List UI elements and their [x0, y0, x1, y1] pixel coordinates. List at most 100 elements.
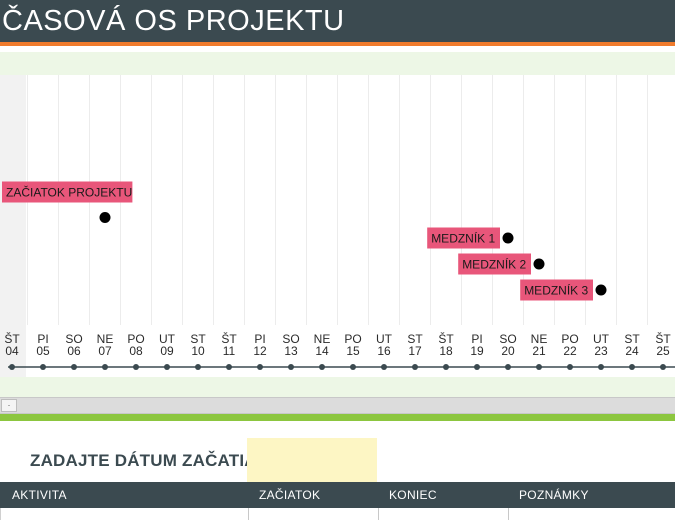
milestone-marker: [502, 232, 514, 244]
timeline-axis-dot: [443, 364, 449, 370]
day-number-label: 13: [284, 344, 298, 358]
cell-end[interactable]: [379, 508, 509, 520]
timeline-axis-dot: [102, 364, 108, 370]
day-number-label: 06: [67, 344, 81, 358]
day-number-label: 07: [98, 344, 112, 358]
day-number-label: 19: [470, 344, 484, 358]
header-accent-line: [0, 42, 675, 46]
timeline-axis-dot: [412, 364, 418, 370]
day-of-week-label: ST: [407, 332, 423, 346]
milestone-marker: [99, 212, 111, 223]
day-of-week-label: PO: [127, 332, 144, 346]
milestone-label: MEDZNÍK 1: [431, 231, 495, 246]
milestone-marker: [595, 284, 607, 296]
timeline-axis-dot: [40, 364, 46, 370]
timeline-scrollbar[interactable]: ·: [0, 397, 675, 414]
milestone-label-box: [2, 181, 133, 203]
day-of-week-label: UT: [159, 332, 176, 346]
day-number-label: 21: [532, 344, 546, 358]
cell-activity[interactable]: [1, 508, 249, 520]
day-of-week-label: SO: [65, 332, 82, 346]
day-number-label: 04: [5, 344, 19, 358]
day-number-label: 24: [625, 344, 639, 358]
day-of-week-label: UT: [593, 332, 610, 346]
day-of-week-label: NE: [97, 332, 114, 346]
page-title: ČASOVÁ OS PROJEKTU: [2, 5, 345, 37]
timeline-top-band: [0, 52, 675, 75]
timeline-axis-dot: [567, 364, 573, 370]
day-number-label: 23: [594, 344, 608, 358]
day-number-label: 14: [315, 344, 329, 358]
cell-notes[interactable]: [509, 508, 675, 520]
day-number-label: 17: [408, 344, 422, 358]
day-of-week-label: SO: [282, 332, 299, 346]
milestone-label-box: [520, 279, 593, 301]
timeline-axis-dot: [660, 364, 666, 370]
timeline-bottom-band: [0, 377, 675, 397]
timeline-axis-dot: [257, 364, 263, 370]
section-divider: [0, 414, 675, 421]
timeline-axis-dot: [9, 364, 15, 370]
day-number-label: 08: [129, 344, 143, 358]
day-number-label: 15: [346, 344, 360, 358]
timeline-axis-dot: [288, 364, 294, 370]
timeline-axis-dot: [319, 364, 325, 370]
day-of-week-label: PO: [561, 332, 578, 346]
day-of-week-label: ŠT: [4, 331, 20, 346]
day-of-week-label: PI: [37, 332, 48, 346]
day-of-week-label: NE: [314, 332, 331, 346]
day-number-label: 16: [377, 344, 391, 358]
column-header-notes: POZNÁMKY: [519, 488, 589, 502]
timeline-axis-dot: [474, 364, 480, 370]
day-of-week-label: NE: [531, 332, 548, 346]
column-header-start: ZAČIATOK: [259, 488, 321, 502]
activity-table-header: AKTIVITA ZAČIATOK KONIEC POZNÁMKY: [0, 482, 675, 508]
timeline-axis-dot: [598, 364, 604, 370]
day-of-week-label: PO: [344, 332, 361, 346]
timeline-axis-dot: [71, 364, 77, 370]
day-of-week-label: ST: [624, 332, 640, 346]
start-date-input[interactable]: [247, 438, 377, 482]
day-of-week-label: PI: [254, 332, 265, 346]
column-header-activity: AKTIVITA: [12, 488, 67, 502]
day-number-label: 11: [223, 344, 236, 358]
column-header-end: KONIEC: [389, 488, 437, 502]
day-of-week-label: UT: [376, 332, 393, 346]
day-number-label: 20: [501, 344, 515, 358]
day-of-week-label: ST: [190, 332, 206, 346]
milestone-label: MEDZNÍK 2: [462, 257, 526, 272]
day-number-label: 10: [191, 344, 205, 358]
timeline-first-column: [0, 75, 26, 377]
day-number-label: 12: [253, 344, 267, 358]
day-number-label: 18: [439, 344, 453, 358]
timeline-axis-dot: [164, 364, 170, 370]
header-bar: ČASOVÁ OS PROJEKTU: [0, 0, 675, 42]
day-number-label: 09: [160, 344, 174, 358]
start-date-label: ZADAJTE DÁTUM ZAČATIA:: [30, 451, 263, 470]
timeline-axis-dot: [536, 364, 542, 370]
cell-start[interactable]: [249, 508, 379, 520]
timeline-axis-dot: [195, 364, 201, 370]
day-number-label: 05: [36, 344, 50, 358]
day-of-week-label: ŠT: [655, 331, 671, 346]
timeline-axis-dot: [133, 364, 139, 370]
milestone-label-box: [458, 253, 531, 275]
timeline-axis-dot: [505, 364, 511, 370]
milestone-label: MEDZNÍK 3: [524, 283, 588, 298]
timeline-axis-dot: [381, 364, 387, 370]
timeline-chart: ŠT04PI05SO06NE07PO08UT09ST10ŠT11PI12SO13…: [0, 75, 675, 377]
milestone-label-box: [427, 227, 500, 249]
timeline-axis-dot: [350, 364, 356, 370]
timeline-axis-dot: [226, 364, 232, 370]
day-of-week-label: PI: [471, 332, 482, 346]
milestone-label: ZAČIATOK PROJEKTU: [6, 185, 132, 200]
table-row: [0, 508, 675, 520]
day-of-week-label: ŠT: [438, 331, 454, 346]
day-number-label: 25: [656, 344, 670, 358]
milestone-marker: [533, 258, 545, 270]
scrollbar-thumb[interactable]: ·: [1, 399, 17, 412]
day-number-label: 22: [563, 344, 577, 358]
day-of-week-label: SO: [499, 332, 516, 346]
timeline-axis-dot: [629, 364, 635, 370]
day-of-week-label: ŠT: [221, 331, 237, 346]
